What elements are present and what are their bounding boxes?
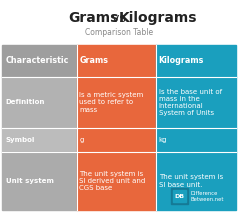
Bar [2,77,77,128]
Bar [171,188,188,204]
Text: Grams: Grams [69,11,119,25]
Text: DB: DB [174,194,185,199]
Bar [77,45,156,77]
Bar [77,77,156,128]
Bar [173,190,186,202]
Text: Symbol: Symbol [6,137,35,143]
Bar [156,128,236,152]
Text: Grams: Grams [79,56,108,65]
Text: The unit system is
SI base unit.: The unit system is SI base unit. [159,174,223,188]
Text: Definition: Definition [6,99,45,105]
Bar [2,128,77,152]
Text: Characteristic: Characteristic [6,56,69,65]
Text: Unit system: Unit system [6,178,54,184]
Text: Is the base unit of
mass in the
International
System of Units: Is the base unit of mass in the Internat… [159,89,222,116]
Text: Kilograms: Kilograms [119,11,198,25]
Text: kg: kg [159,137,167,143]
Text: Kilograms: Kilograms [159,56,204,65]
Bar [156,77,236,128]
Bar [77,152,156,210]
Bar [2,45,77,77]
Text: The unit system is
SI derived unit and
CGS base: The unit system is SI derived unit and C… [79,171,146,191]
Bar [156,45,236,77]
Text: Is a metric system
used to refer to
mass: Is a metric system used to refer to mass [79,92,144,113]
Text: vs: vs [108,11,130,25]
Text: Difference
Between.net: Difference Between.net [191,191,224,202]
Bar [2,152,77,210]
Bar [156,152,236,210]
Text: Comparison Table: Comparison Table [85,28,153,37]
Bar [77,128,156,152]
Text: g: g [79,137,84,143]
